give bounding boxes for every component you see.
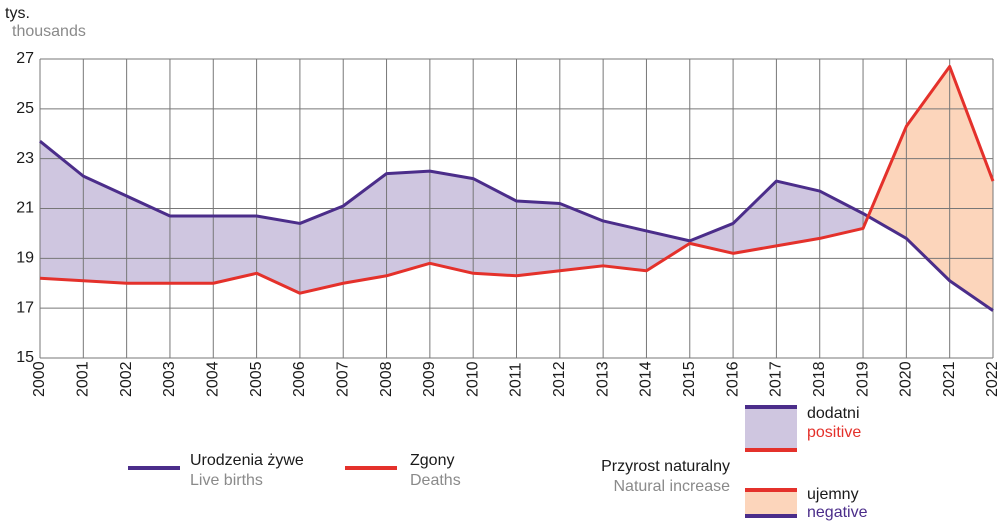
area-fill [299,206,344,294]
area-fill [343,173,387,284]
legend-swatch [745,407,797,450]
series-line [39,64,995,295]
area-fill [819,191,864,239]
x-tick-label: 2010 [464,361,481,397]
area-fill [559,203,604,271]
y-tick-label: 21 [16,200,34,217]
x-tick-label: 2008 [378,361,395,397]
x-tick-label: 2001 [75,361,92,397]
x-tick-label: 2018 [811,361,828,397]
area-fill [776,181,820,246]
area-fill [126,196,170,284]
legend-label-en: Deaths [410,472,461,489]
x-tick-label: 2015 [681,361,698,397]
x-tick-label: 2020 [898,361,915,397]
y-unit: tys. [5,5,30,22]
x-tick-label: 2022 [984,361,1001,397]
x-tick-label: 2003 [161,361,178,397]
area-fill [213,215,257,284]
y-tick-label: 19 [16,250,34,267]
series-line [39,140,994,312]
x-tick-label: 2013 [594,361,611,397]
x-tick-label: 2011 [508,362,525,397]
legend-label: dodatni [807,405,860,422]
x-tick-label: 2014 [638,361,655,397]
x-tick-label: 2002 [118,361,135,397]
legend-title-en: Natural increase [614,478,731,495]
area-fill [646,230,690,271]
area-fill [40,141,84,281]
area-fill [689,223,734,254]
y-unit-en: thousands [12,23,86,40]
area-fill [733,181,777,254]
area-fill [83,176,127,284]
x-tick-label: 2021 [941,361,958,397]
legend-label-en: negative [807,504,868,521]
area-fill [169,215,214,284]
area-fill [473,178,517,276]
y-tick-label: 17 [16,299,34,316]
x-tick-label: 2012 [551,361,568,397]
x-tick-label: 2006 [291,361,308,397]
area-fill [386,171,430,276]
x-tick-label: 2017 [768,361,785,397]
legend-label: Urodzenia żywe [190,452,304,469]
legend-label: Zgony [410,452,454,469]
x-tick-label: 2009 [421,361,438,397]
legend-label-en: Live births [190,472,263,489]
y-tick-label: 23 [16,150,34,167]
x-tick-label: 2005 [248,361,265,397]
x-tick-label: 2004 [204,361,221,397]
x-tick-label: 2016 [724,361,741,397]
legend-label-en: positive [807,424,861,441]
area-fill [256,215,300,294]
x-tick-label: 2019 [854,361,871,397]
legend-swatch [745,490,797,516]
legend-label: ujemny [807,486,859,503]
legend-title: Przyrost naturalny [601,458,730,475]
area-fill [906,66,950,281]
area-fill [949,66,993,311]
area-fill [516,201,560,276]
y-tick-label: 27 [16,50,34,67]
y-tick-label: 25 [16,100,34,117]
area-fill [868,126,907,239]
area-fill [429,171,474,274]
x-tick-label: 2007 [334,361,351,397]
y-tick-label: 15 [16,349,34,366]
x-tick-label: 2000 [31,361,48,397]
